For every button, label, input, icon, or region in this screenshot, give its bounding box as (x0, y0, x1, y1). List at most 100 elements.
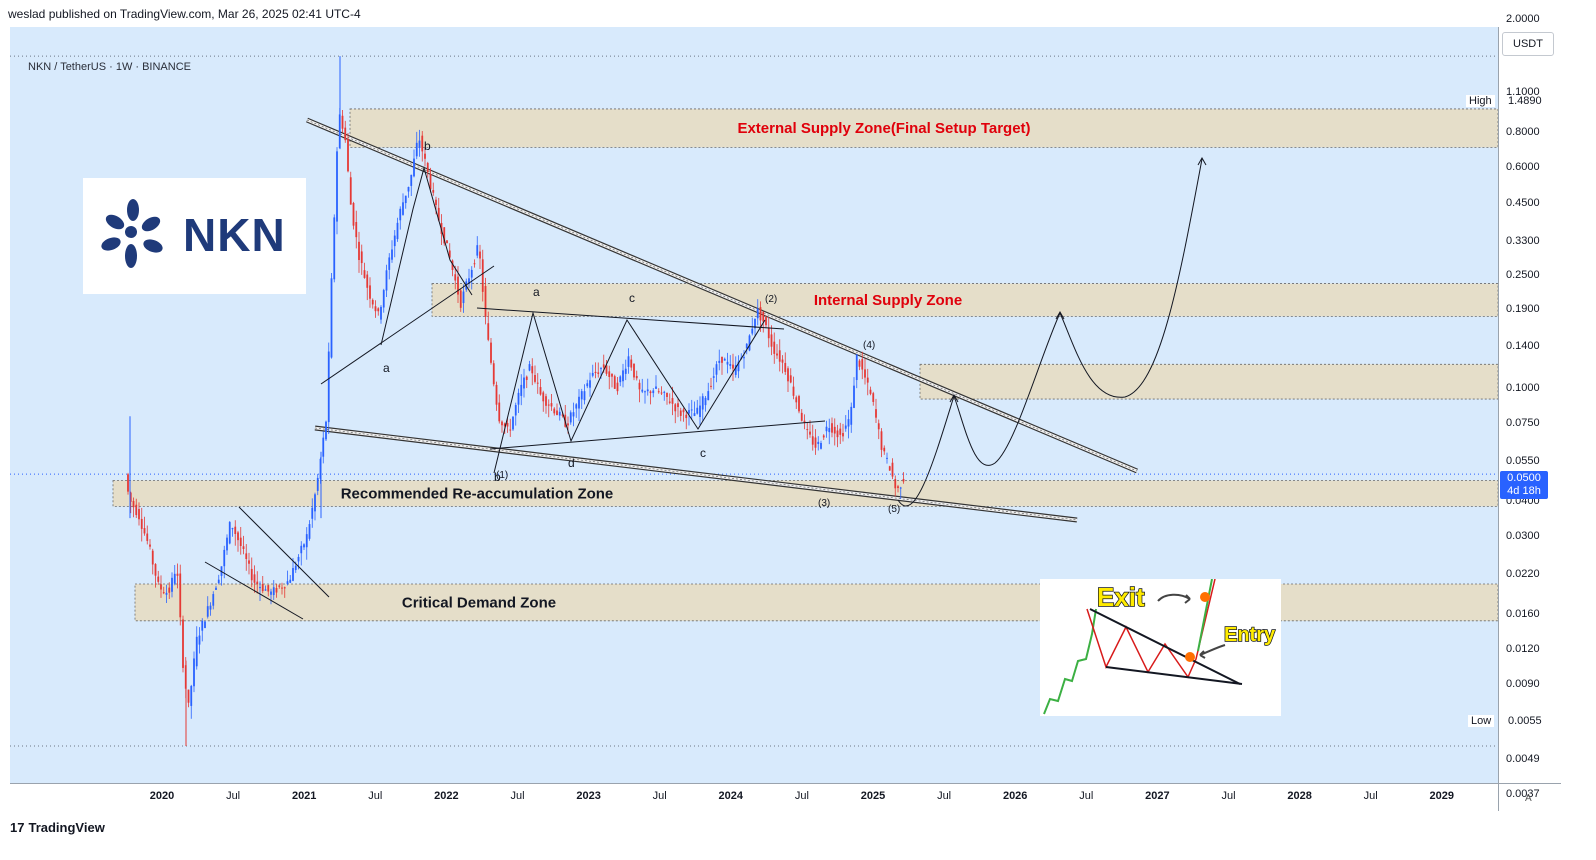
price-tick: 0.0550 (1506, 455, 1540, 468)
tradingview-footer[interactable]: 17 TradingView (10, 820, 105, 835)
candle-body (817, 441, 820, 445)
publish-header: weslad published on TradingView.com, Mar… (8, 7, 361, 21)
candle-body (600, 368, 602, 370)
price-tick: 0.1000 (1506, 381, 1540, 394)
candle-body (215, 587, 217, 590)
candle-body (534, 374, 536, 382)
candle-body (173, 573, 176, 584)
candle-body (514, 405, 517, 416)
candle-body (806, 429, 809, 431)
candle-body (754, 318, 756, 329)
candle-body (619, 376, 622, 383)
candle-body (712, 376, 715, 378)
price-axis[interactable] (1498, 27, 1561, 783)
candle-body (668, 401, 671, 403)
time-axis[interactable] (10, 783, 1498, 811)
currency-button[interactable]: USDT (1502, 32, 1554, 56)
candle-body (839, 428, 842, 435)
candle-body (492, 363, 495, 385)
inset-entry-label: Entry (1224, 624, 1276, 646)
candle-body (226, 537, 228, 551)
zone-label: Critical Demand Zone (402, 594, 556, 611)
candle-body (858, 360, 861, 367)
zone-label: Internal Supply Zone (814, 292, 962, 309)
candle-body (190, 685, 193, 706)
candle-body (726, 361, 729, 365)
candle-body (176, 573, 179, 576)
candle-body (501, 421, 503, 426)
candle-body (641, 389, 644, 392)
candle-body (300, 545, 303, 554)
candle-body (545, 396, 547, 406)
candle-body (833, 426, 836, 434)
candles-group (127, 107, 905, 719)
candle-body (809, 431, 811, 435)
candle-body (671, 398, 674, 404)
candle-body (264, 589, 267, 591)
candle-body (206, 606, 209, 617)
price-tick: 0.0090 (1506, 678, 1540, 691)
candle-body (828, 428, 831, 433)
candle-body (377, 308, 380, 312)
candle-body (308, 524, 311, 539)
candle-body (869, 389, 872, 394)
candle-body (358, 241, 360, 261)
candle-body (162, 592, 165, 594)
candle-body (718, 360, 721, 363)
candle-body (366, 274, 369, 288)
symbol-label[interactable]: NKN / TetherUS · 1W · BINANCE (28, 61, 191, 73)
candle-body (446, 240, 448, 244)
time-tick: Jul (510, 790, 525, 802)
candle-body (688, 410, 690, 414)
candle-body (525, 376, 528, 380)
candle-body (470, 269, 473, 278)
wave-label: (4) (863, 340, 875, 351)
candle-body (707, 391, 710, 401)
auto-scale-button[interactable]: A (1498, 783, 1561, 811)
candle-body (902, 478, 905, 482)
candle-body (553, 408, 556, 414)
candle-body (437, 207, 440, 221)
candle-body (583, 391, 586, 401)
candle-body (715, 364, 718, 375)
candle-body (253, 574, 256, 583)
candle-body (129, 492, 132, 502)
time-tick: 2023 (576, 790, 601, 802)
candle-body (363, 270, 366, 278)
candle-body (140, 518, 143, 529)
candle-body (655, 386, 657, 389)
candle-body (690, 409, 693, 411)
candle-body (704, 397, 707, 406)
nkn-logo-text: NKN (183, 209, 286, 261)
zone-band (134, 583, 1498, 622)
arrowhead (1197, 156, 1207, 166)
time-tick: Jul (1221, 790, 1236, 802)
candle-body (355, 222, 358, 238)
candle-body (297, 556, 300, 562)
candle-body (165, 592, 168, 595)
candle-body (316, 477, 319, 491)
candle-body (784, 362, 787, 372)
candle-body (292, 568, 294, 581)
candle-body (523, 377, 525, 389)
candle-body (426, 162, 429, 172)
time-tick: 2026 (1002, 790, 1028, 802)
candle-body (201, 620, 204, 631)
wave-label: (3) (818, 498, 830, 509)
chart-plot-area[interactable]: External Supply Zone(Final Setup Target)… (10, 27, 1498, 783)
time-tick: 2024 (718, 790, 744, 802)
candle-body (283, 587, 286, 589)
candle-body (756, 308, 759, 319)
candle-body (657, 391, 660, 393)
time-tick: Jul (368, 790, 383, 802)
candle-body (198, 635, 201, 645)
candle-body (872, 393, 875, 402)
candle-body (484, 286, 487, 317)
candle-body (495, 384, 498, 405)
candle-body (734, 365, 737, 375)
wedge-upper-line-inner (306, 118, 1138, 473)
candle-body (179, 573, 182, 618)
price-tick: 0.0220 (1506, 568, 1540, 581)
zone-label: External Supply Zone(Final Setup Target) (737, 120, 1030, 137)
wave-label: (2) (765, 294, 777, 305)
